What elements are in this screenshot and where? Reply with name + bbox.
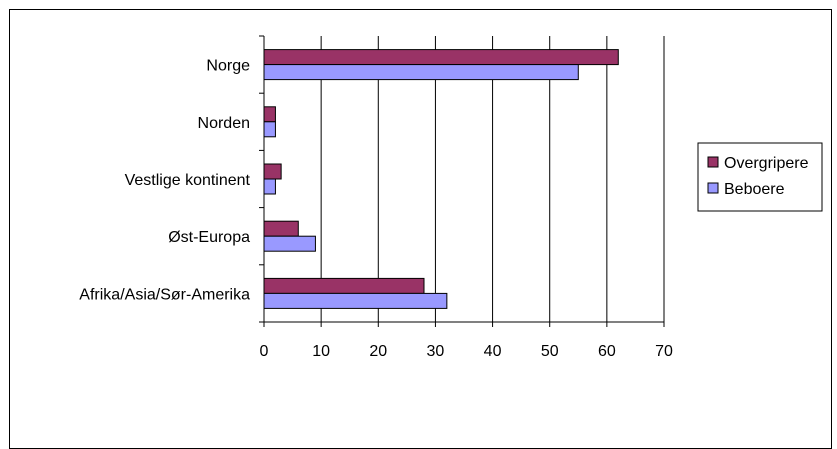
x-tick-label: 20 (369, 343, 387, 360)
bar-overgripere-1 (263, 106, 276, 123)
bar-overgripere-2 (263, 163, 282, 180)
category-label: Norge (206, 58, 250, 75)
x-tick-label: 60 (598, 343, 616, 360)
x-tick-label: 70 (655, 343, 673, 360)
bar-overgripere-3 (263, 220, 299, 237)
bar-chart: Norge Norden Vestlige kontinent Øst-Europa A… (79, 35, 823, 360)
tick-labels: 0 10 20 30 40 50 60 70 (260, 343, 673, 360)
category-label: Øst-Europa (168, 229, 250, 246)
legend-swatch (707, 182, 719, 194)
x-tick-label: 40 (484, 343, 502, 360)
bar-overgripere-0 (263, 49, 619, 66)
legend-label: Beboere (724, 181, 785, 198)
bar-beboere-0 (263, 64, 579, 81)
category-labels: Norge Norden Vestlige kontinent Øst-Europa A… (79, 58, 250, 304)
bar-beboere-3 (263, 235, 316, 252)
bar-overgripere-4 (263, 277, 425, 294)
category-label: Afrika/Asia/Sør-Amerika (79, 286, 250, 303)
category-label: Norden (198, 115, 250, 132)
gridlines (320, 36, 665, 322)
chart-frame (9, 9, 832, 449)
bar-beboere-1 (263, 121, 276, 138)
category-label: Vestlige kontinent (125, 172, 251, 189)
bar-beboere-2 (263, 178, 276, 195)
x-tick-label: 0 (260, 343, 269, 360)
legend-swatch (707, 156, 719, 168)
x-tick-label: 10 (312, 343, 330, 360)
legend-label: Overgripere (724, 155, 809, 172)
axes (259, 35, 665, 327)
legend-box (697, 142, 823, 212)
bars (263, 49, 619, 309)
x-tick-label: 30 (427, 343, 445, 360)
x-tick-label: 50 (541, 343, 559, 360)
legend: Overgripere Beboere (697, 142, 823, 212)
bar-beboere-4 (263, 292, 448, 309)
